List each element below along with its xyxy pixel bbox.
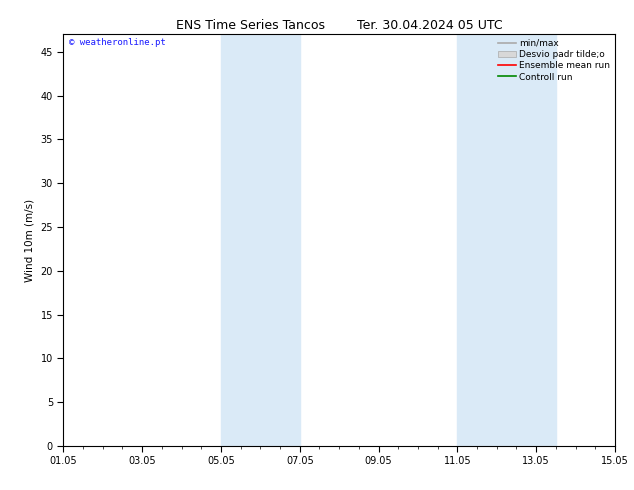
Y-axis label: Wind 10m (m/s): Wind 10m (m/s) [25,198,35,282]
Bar [221,34,300,446]
Bar [457,34,556,446]
Title: ENS Time Series Tancos        Ter. 30.04.2024 05 UTC: ENS Time Series Tancos Ter. 30.04.2024 0… [176,19,503,32]
Legend: min/max, Desvio padr tilde;o, Ensemble mean run, Controll run: min/max, Desvio padr tilde;o, Ensemble m… [496,37,612,83]
Text: © weatheronline.pt: © weatheronline.pt [69,38,165,48]
